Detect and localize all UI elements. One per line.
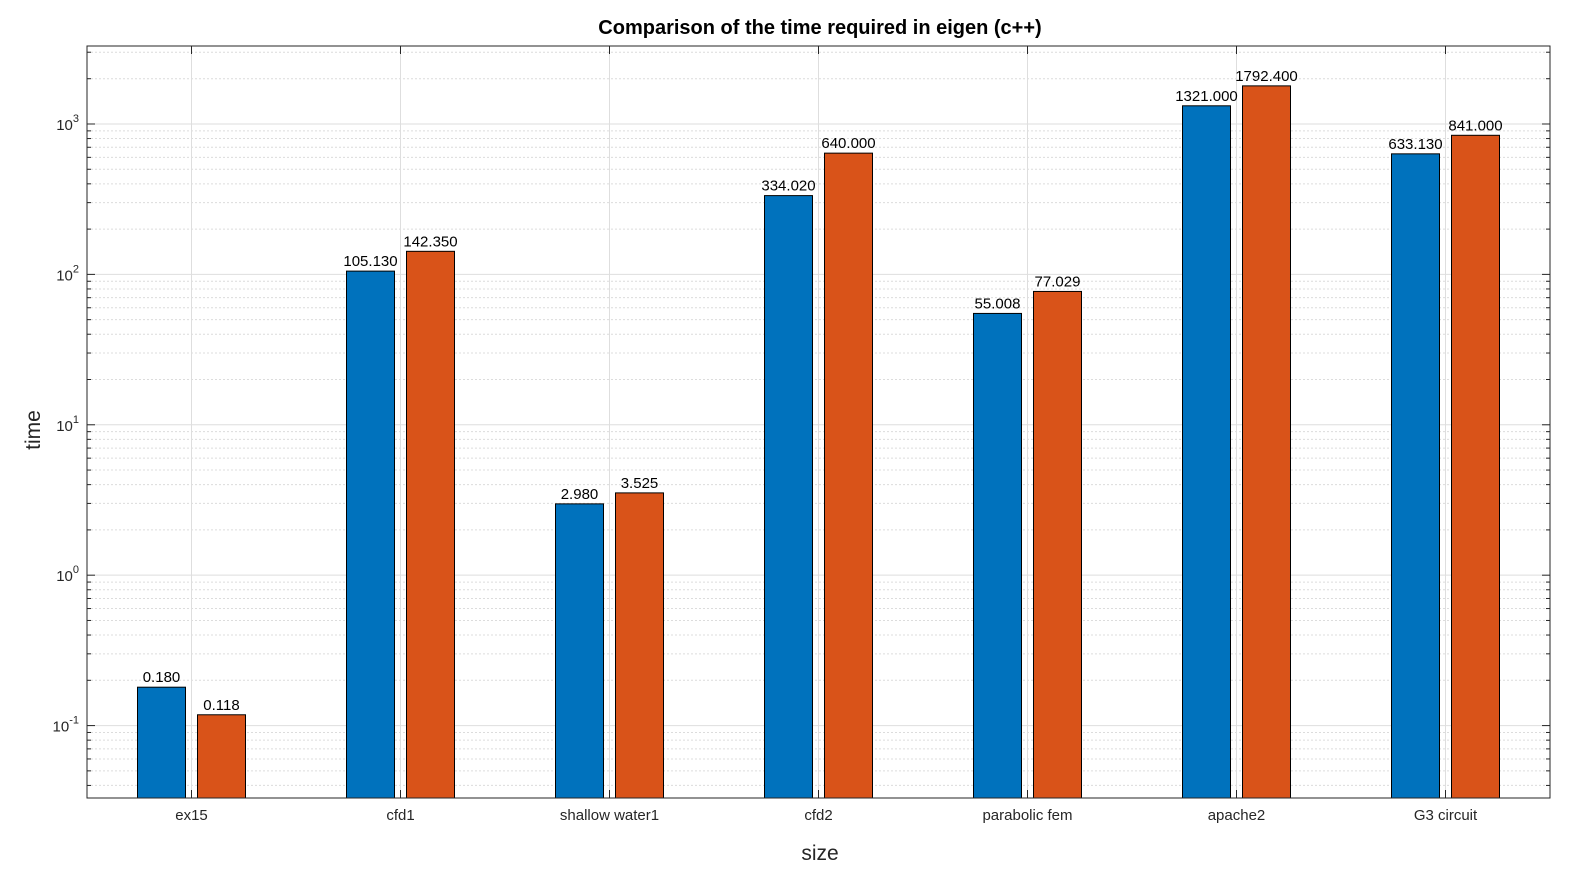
bar-series-2-cfd2 bbox=[824, 152, 873, 799]
y-tick-exponent: 1 bbox=[73, 414, 79, 426]
y-tick-label: 103 bbox=[56, 113, 79, 134]
bar-series-1-parabolic-fem bbox=[973, 312, 1022, 799]
bar-series-2-shallow-water1 bbox=[615, 492, 664, 799]
data-label: 0.180 bbox=[143, 669, 181, 686]
x-tick-label: shallow water1 bbox=[560, 807, 659, 824]
y-tick-label: 101 bbox=[56, 414, 79, 435]
data-label: 3.525 bbox=[621, 475, 659, 492]
data-label: 2.980 bbox=[561, 486, 599, 503]
x-tick-label: apache2 bbox=[1208, 807, 1266, 824]
data-label: 0.118 bbox=[203, 697, 239, 714]
data-label: 334.020 bbox=[761, 178, 815, 195]
bar-series-2-apache2 bbox=[1242, 85, 1291, 799]
data-label: 1792.400 bbox=[1235, 68, 1298, 85]
data-label: 841.000 bbox=[1448, 117, 1502, 134]
data-label: 1321.000 bbox=[1175, 88, 1238, 105]
y-tick-base: 10 bbox=[56, 267, 73, 284]
bar-series-1-cfd1 bbox=[346, 270, 395, 799]
data-label: 640.000 bbox=[821, 135, 875, 152]
y-tick-base: 10 bbox=[56, 117, 73, 134]
x-tick-label: cfd2 bbox=[804, 807, 832, 824]
data-label: 105.130 bbox=[343, 253, 397, 270]
data-label: 55.008 bbox=[975, 295, 1021, 312]
y-tick-label: 100 bbox=[56, 564, 79, 585]
y-tick-exponent: -1 bbox=[69, 715, 79, 727]
x-tick-label: G3 circuit bbox=[1414, 807, 1478, 824]
bar-series-2-cfd1 bbox=[406, 250, 455, 799]
y-tick-base: 10 bbox=[56, 418, 73, 435]
y-tick-base: 10 bbox=[56, 568, 73, 585]
bar-series-1-ex15 bbox=[137, 686, 186, 799]
bar-series-2-parabolic-fem bbox=[1033, 290, 1082, 799]
bar-series-2-ex15 bbox=[197, 714, 246, 799]
y-tick-base: 10 bbox=[53, 719, 70, 736]
bar-series-2-G3-circuit bbox=[1451, 134, 1500, 799]
data-labels-layer: 0.180 105.130 2.980 334.020 55.008 1321.000 63… bbox=[143, 68, 1503, 714]
bar-series-1-cfd2 bbox=[764, 195, 813, 799]
y-tick-exponent: 2 bbox=[73, 263, 79, 275]
x-tick-label: cfd1 bbox=[386, 807, 414, 824]
chart-title: Comparison of the time required in eigen… bbox=[598, 17, 1041, 39]
bar-series-1-shallow-water1 bbox=[555, 503, 604, 799]
data-label: 633.130 bbox=[1388, 136, 1442, 153]
y-tick-exponent: 3 bbox=[73, 113, 79, 125]
y-axis-label: time bbox=[22, 410, 45, 450]
bars-layer bbox=[137, 85, 1500, 799]
x-tick-label: ex15 bbox=[175, 807, 208, 824]
grid-layer bbox=[87, 46, 1550, 798]
data-label: 142.350 bbox=[403, 233, 457, 250]
x-tick-label: parabolic fem bbox=[982, 807, 1072, 824]
y-tick-exponent: 0 bbox=[73, 564, 79, 576]
y-tick-label: 102 bbox=[56, 263, 79, 284]
x-axis-label: size bbox=[801, 842, 838, 865]
data-label: 77.029 bbox=[1035, 273, 1081, 290]
y-tick-label: 10-1 bbox=[53, 715, 79, 736]
bar-series-1-G3-circuit bbox=[1391, 153, 1440, 799]
bar-series-1-apache2 bbox=[1182, 105, 1231, 799]
